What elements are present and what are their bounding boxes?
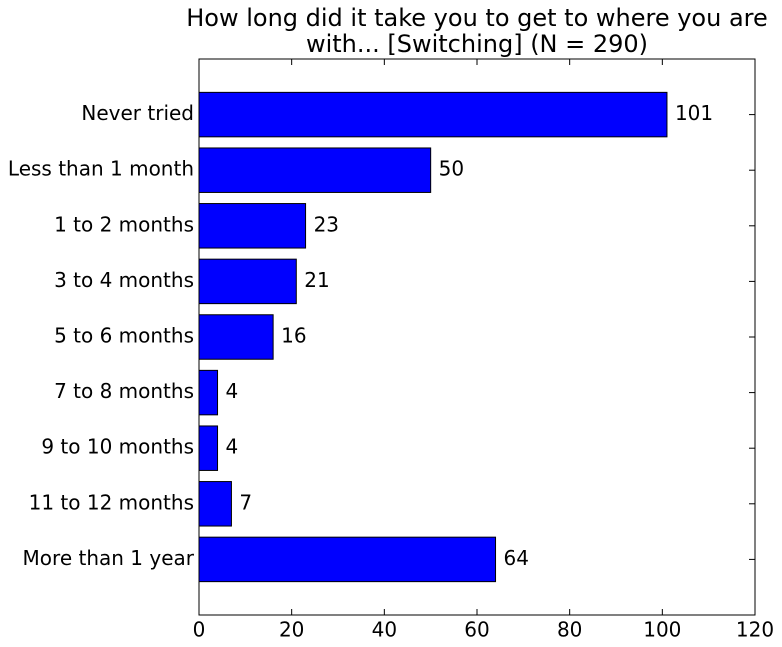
- x-tick-label: 100: [643, 618, 681, 642]
- bar: [198, 203, 307, 249]
- value-label: 4: [226, 435, 239, 459]
- y-tick-label: 1 to 2 months: [54, 212, 194, 236]
- plot-frame: [198, 58, 756, 616]
- value-label: 21: [304, 268, 329, 292]
- bar: [198, 147, 432, 193]
- x-tick-label: 60: [464, 618, 489, 642]
- y-tick-label: Never tried: [81, 101, 194, 125]
- value-label: 101: [675, 101, 713, 125]
- bar: [198, 536, 497, 583]
- bar: [198, 314, 274, 360]
- value-label: 23: [314, 212, 339, 236]
- y-tick-label: 7 to 8 months: [54, 379, 194, 403]
- value-label: 4: [226, 379, 239, 403]
- value-label: 64: [504, 546, 529, 570]
- bar: [198, 369, 219, 416]
- y-tick-label: More than 1 year: [23, 546, 195, 570]
- bar: [198, 425, 219, 471]
- bar: [198, 91, 668, 138]
- value-label: 50: [439, 157, 464, 181]
- x-tick-label: 0: [193, 618, 206, 642]
- x-tick-label: 120: [736, 618, 774, 642]
- y-tick-label: 9 to 10 months: [41, 435, 194, 459]
- x-tick-label: 20: [279, 618, 304, 642]
- chart-title: with... [Switching] (N = 290): [306, 30, 648, 58]
- chart-title: How long did it take you to get to where…: [186, 4, 768, 32]
- bar: [198, 481, 232, 527]
- value-label: 7: [239, 490, 252, 514]
- y-tick-label: 5 to 6 months: [54, 324, 194, 348]
- x-tick-label: 40: [372, 618, 397, 642]
- value-label: 16: [281, 324, 306, 348]
- y-tick-label: 3 to 4 months: [54, 268, 194, 292]
- y-tick-label: Less than 1 month: [8, 157, 194, 181]
- x-tick-label: 80: [557, 618, 582, 642]
- bar: [198, 258, 297, 305]
- y-tick-label: 11 to 12 months: [29, 490, 194, 514]
